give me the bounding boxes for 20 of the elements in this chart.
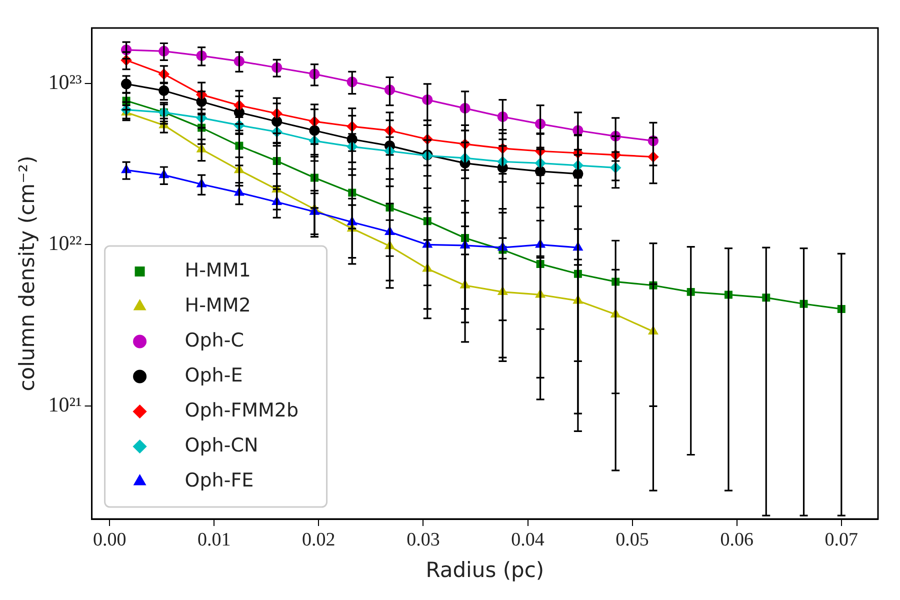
y-tick-label: 10²¹ bbox=[48, 392, 82, 417]
legend-label: Oph-FMM2b bbox=[184, 399, 299, 422]
x-tick-label: 0.05 bbox=[616, 529, 649, 550]
legend-label: H-MM2 bbox=[184, 294, 251, 316]
x-tick-label: 0.04 bbox=[511, 529, 545, 550]
legend-label: Oph-FE bbox=[184, 469, 254, 492]
x-tick-label: 0.03 bbox=[406, 529, 440, 550]
y-axis-title: column density (cm⁻²) bbox=[15, 156, 40, 392]
x-tick-label: 0.01 bbox=[197, 529, 231, 550]
y-tick-label: 10²² bbox=[48, 231, 82, 256]
x-tick-label: 0.06 bbox=[720, 529, 754, 550]
legend-label: Oph-E bbox=[184, 364, 243, 386]
legend-label: H-MM1 bbox=[184, 259, 251, 282]
legend-label: Oph-C bbox=[184, 329, 244, 352]
x-tick-label: 0.07 bbox=[824, 529, 858, 550]
y-tick-label: 10²³ bbox=[48, 70, 82, 94]
x-axis-title: Radius (pc) bbox=[426, 558, 544, 582]
legend-label: Oph-CN bbox=[184, 434, 258, 456]
x-tick-label: 0.02 bbox=[302, 529, 336, 550]
x-tick-label: 0.00 bbox=[92, 529, 126, 550]
